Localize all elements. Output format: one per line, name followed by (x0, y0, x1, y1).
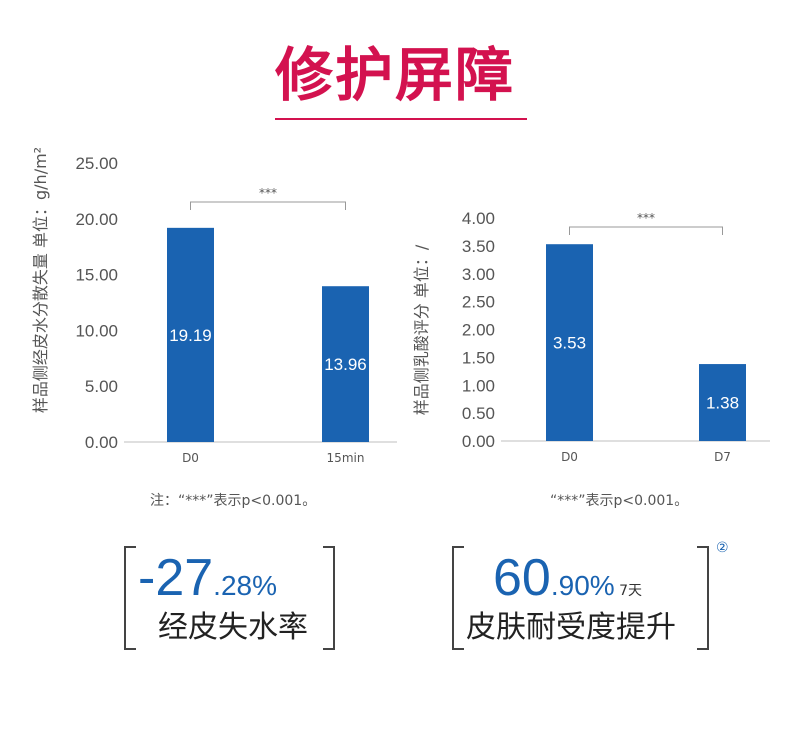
right-stat-major: 60 (493, 549, 551, 607)
left-y-tick-label: 10.00 (75, 321, 118, 340)
left-bar-15min (322, 286, 369, 442)
right-chart-note: “***”表示p<0.001。 (550, 493, 689, 509)
left-bracket-close (323, 546, 335, 650)
left-y-tick-label: 25.00 (75, 154, 118, 173)
right-bracket-open (452, 546, 464, 650)
left-y-tick-label: 20.00 (75, 210, 118, 229)
right-significance-bracket (569, 226, 723, 235)
right-y-tick-label: 0.50 (462, 404, 495, 423)
right-y-tick-label: 1.50 (462, 348, 495, 367)
right-bar-value-label: 1.38 (706, 394, 739, 413)
right-y-tick-label: 4.00 (462, 209, 495, 228)
page-title: 修护屏障 (274, 41, 515, 109)
right-y-tick-label: 0.00 (462, 432, 495, 451)
right-x-tick-label: D7 (714, 450, 731, 464)
left-significance-label: *** (259, 186, 277, 200)
right-bar-D0 (546, 244, 593, 441)
left-stat-major: -27 (138, 549, 214, 607)
left-y-tick-label: 0.00 (85, 433, 118, 452)
left-x-tick-label: 15min (327, 451, 365, 465)
right-stat-dot: . (550, 570, 559, 601)
right-significance-label: *** (637, 211, 655, 225)
right-y-tick-label: 1.00 (462, 376, 495, 395)
right-stat-value: 60.90% 7天 (493, 548, 642, 608)
left-y-axis-title: 样品侧经皮水分散失量 单位：g/h/m² (31, 147, 50, 413)
left-y-tick-label: 5.00 (85, 377, 118, 396)
right-bar-value-label: 3.53 (553, 334, 586, 353)
left-bar-D0 (167, 227, 214, 442)
right-y-tick-label: 3.50 (462, 237, 495, 256)
right-y-tick-label: 2.00 (462, 321, 495, 340)
left-x-tick-label: D0 (182, 451, 199, 465)
right-y-tick-label: 3.00 (462, 265, 495, 284)
left-y-tick-label: 15.00 (75, 266, 118, 285)
right-stat-suffix: 7天 (619, 583, 643, 599)
left-chart-note: 注：“***”表示p<0.001。 (150, 493, 317, 509)
left-stat-caption: 经皮失水率 (158, 610, 308, 645)
left-bar-value-label: 13.96 (324, 355, 367, 374)
left-significance-bracket (190, 201, 346, 210)
left-stat-minor: 28% (220, 570, 277, 601)
right-y-tick-label: 2.50 (462, 293, 495, 312)
right-bracket-close (697, 546, 709, 650)
left-stat-value: -27.28% (138, 548, 277, 608)
right-bar-D7 (699, 364, 746, 441)
right-stat-caption: 皮肤耐受度提升 (466, 610, 676, 645)
footnote-marker: ② (716, 540, 729, 556)
left-stat-dot: . (213, 570, 221, 601)
title-underline (275, 118, 527, 120)
left-bar-value-label: 19.19 (169, 326, 212, 345)
right-x-tick-label: D0 (561, 450, 578, 464)
right-y-axis-title: 样品侧乳酸评分 单位：/ (412, 244, 431, 415)
right-stat-minor: 90% (558, 570, 615, 601)
left-bracket-open (124, 546, 136, 650)
